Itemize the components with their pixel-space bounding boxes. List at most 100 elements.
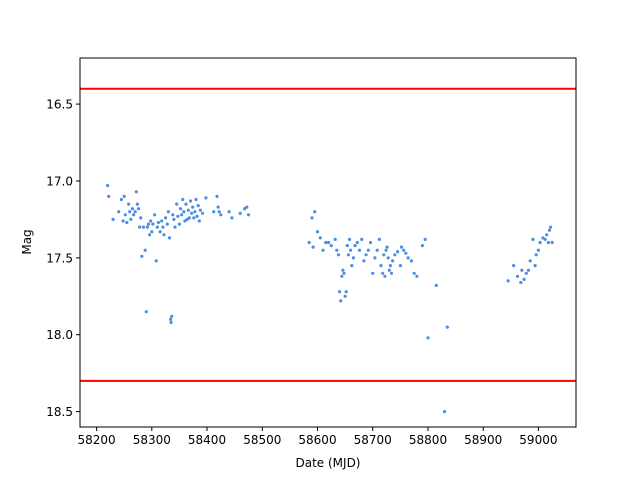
x-tick-label: 58500 — [243, 433, 281, 447]
y-tick-label: 18.0 — [46, 328, 73, 342]
data-point — [245, 205, 249, 209]
data-point — [341, 268, 345, 272]
data-point — [375, 248, 379, 252]
data-point — [522, 277, 526, 281]
plot-area-frame — [79, 57, 577, 428]
y-tick-label: 16.5 — [46, 98, 73, 112]
data-point — [386, 256, 390, 260]
x-tick-label: 59000 — [519, 433, 557, 447]
data-point — [324, 240, 328, 245]
data-point — [335, 248, 339, 252]
data-point — [353, 244, 357, 248]
data-point — [191, 205, 195, 209]
data-point — [129, 217, 133, 221]
data-point — [355, 240, 359, 245]
data-point — [409, 259, 413, 263]
x-tick-label: 58200 — [78, 433, 116, 447]
data-point — [230, 216, 234, 220]
data-point — [146, 222, 151, 226]
data-point — [388, 264, 392, 268]
data-point — [311, 245, 315, 249]
data-point — [342, 271, 346, 275]
data-point — [538, 240, 542, 245]
data-point — [333, 237, 337, 241]
data-point — [164, 216, 168, 220]
data-point — [511, 264, 516, 268]
data-point — [173, 225, 177, 229]
data-point — [545, 233, 549, 237]
data-point — [169, 317, 173, 321]
data-point — [379, 264, 383, 268]
data-point — [543, 237, 547, 241]
data-point — [357, 248, 362, 252]
data-point — [145, 225, 149, 229]
y-tick-label: 17.0 — [46, 175, 73, 189]
data-point — [515, 274, 520, 278]
data-point — [377, 237, 381, 241]
data-point — [144, 310, 148, 314]
data-point — [227, 210, 231, 214]
data-point — [165, 222, 169, 226]
data-point — [536, 248, 541, 252]
data-point — [399, 245, 404, 249]
data-point — [140, 254, 144, 258]
data-point — [398, 264, 402, 268]
data-point — [383, 274, 387, 278]
data-point — [111, 217, 115, 221]
data-point — [153, 213, 157, 217]
data-point — [151, 222, 155, 226]
data-point — [246, 213, 251, 217]
data-point — [135, 202, 139, 206]
data-point — [339, 299, 343, 303]
data-point — [531, 237, 535, 241]
data-point — [106, 184, 110, 188]
data-point — [123, 213, 127, 217]
data-point — [406, 256, 410, 260]
data-point — [180, 213, 184, 217]
data-point — [526, 268, 531, 272]
data-point — [212, 210, 216, 214]
x-tick-label: 58300 — [133, 433, 171, 447]
data-point — [307, 240, 311, 245]
data-point — [196, 204, 200, 208]
data-point — [520, 268, 524, 272]
data-point — [371, 271, 375, 275]
data-point — [364, 253, 368, 257]
data-point — [347, 237, 352, 241]
data-point — [139, 216, 143, 220]
data-point — [396, 250, 400, 254]
y-tick-label: 18.5 — [46, 405, 73, 419]
data-point — [420, 244, 424, 248]
data-point — [318, 236, 322, 240]
data-point — [366, 248, 370, 252]
data-point — [350, 264, 354, 268]
data-point — [148, 233, 152, 237]
data-point — [423, 237, 427, 241]
data-point — [391, 259, 395, 263]
data-point — [169, 320, 173, 325]
data-point — [442, 410, 447, 414]
data-point — [188, 199, 193, 203]
x-axis-ticks: 58200 58300 58400 58500 58600 58700 58800 58900… — [78, 427, 557, 447]
data-point — [345, 244, 349, 248]
data-point — [121, 219, 125, 223]
data-point — [133, 210, 137, 214]
data-point — [349, 248, 353, 252]
data-point — [119, 197, 123, 202]
data-point — [138, 225, 142, 229]
data-point — [547, 228, 552, 232]
data-point — [344, 290, 348, 294]
data-point — [393, 253, 397, 257]
data-point — [162, 233, 166, 237]
data-points — [106, 184, 554, 414]
data-point — [360, 237, 364, 241]
x-tick-label: 58800 — [409, 433, 447, 447]
data-point — [546, 240, 551, 245]
data-point — [373, 256, 377, 260]
data-point — [217, 210, 221, 214]
data-point — [183, 219, 187, 223]
data-point — [154, 259, 158, 263]
data-point — [321, 248, 325, 252]
data-point — [434, 283, 438, 288]
data-point — [143, 248, 147, 252]
